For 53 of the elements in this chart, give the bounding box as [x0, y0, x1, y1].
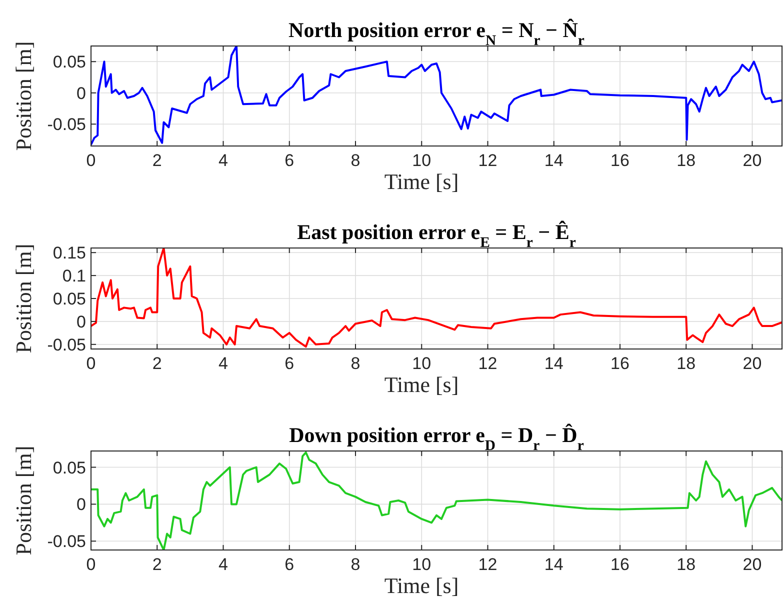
- y-tick-label: 0: [76, 495, 86, 514]
- y-tick-label: 0.1: [62, 266, 86, 286]
- x-tick-label: 10: [412, 555, 432, 574]
- y-tick-label: 0.05: [52, 52, 86, 72]
- x-tick-label: 20: [742, 354, 762, 373]
- line-series: [91, 46, 782, 146]
- line-series: [91, 451, 782, 550]
- y-tick-label: 0.05: [52, 458, 86, 478]
- y-tick-label: -0.05: [47, 532, 86, 552]
- y-tick-label: -0.05: [47, 115, 86, 134]
- x-tick-label: 10: [412, 151, 432, 170]
- y-tick-label: 0.05: [52, 290, 86, 308]
- line-series: [91, 248, 782, 348]
- y-axis-title: Position [m]: [11, 446, 36, 556]
- x-tick-label: 8: [350, 151, 360, 170]
- x-tick-label: 16: [610, 354, 630, 373]
- y-tick-label: 0: [76, 84, 86, 103]
- x-tick-label: 4: [218, 151, 228, 170]
- x-tick-label: 18: [676, 151, 696, 170]
- y-tick-label: -0.05: [47, 335, 86, 354]
- y-tick-label: 0.15: [52, 244, 86, 263]
- x-tick-label: 12: [478, 354, 498, 373]
- x-tick-label: 6: [284, 354, 294, 373]
- x-tick-label: 6: [284, 151, 294, 170]
- x-tick-label: 18: [676, 354, 696, 373]
- x-tick-label: 20: [742, 151, 762, 170]
- x-axis-title: Time [s]: [384, 573, 459, 598]
- x-tick-label: 18: [676, 555, 696, 574]
- x-tick-label: 8: [350, 354, 360, 373]
- x-tick-label: 4: [218, 555, 228, 574]
- x-tick-label: 14: [544, 151, 564, 170]
- x-tick-label: 10: [412, 354, 432, 373]
- x-axis-title: Time [s]: [384, 169, 459, 194]
- chart-title: East position error e$_{E}$ = E$_{r}$ − Ê$_{r}$: [297, 220, 576, 251]
- y-axis-title: Position [m]: [11, 244, 36, 354]
- x-tick-label: 2: [152, 151, 162, 170]
- x-tick-label: 16: [610, 151, 630, 170]
- x-tick-label: 8: [350, 555, 360, 574]
- y-axis-title: Position [m]: [11, 41, 36, 151]
- x-tick-label: 2: [152, 354, 162, 373]
- x-tick-label: 12: [478, 555, 498, 574]
- x-tick-label: 12: [478, 151, 498, 170]
- x-tick-label: 16: [610, 555, 630, 574]
- x-tick-label: 14: [544, 354, 564, 373]
- y-tick-label: 0: [76, 312, 86, 332]
- x-tick-label: 6: [284, 555, 294, 574]
- x-tick-label: 14: [544, 555, 564, 574]
- x-axis-title: Time [s]: [384, 372, 459, 397]
- x-tick-label: 20: [742, 555, 762, 574]
- x-tick-label: 2: [152, 555, 162, 574]
- chart-title: North position error e$_{N}$ = N$_{r}$ − N̂$_{r}$: [288, 18, 585, 49]
- x-tick-label: 4: [218, 354, 228, 373]
- chart-title: Down position error e$_{D}$ = D$_{r}$ − D̂$_{r}$: [289, 423, 584, 454]
